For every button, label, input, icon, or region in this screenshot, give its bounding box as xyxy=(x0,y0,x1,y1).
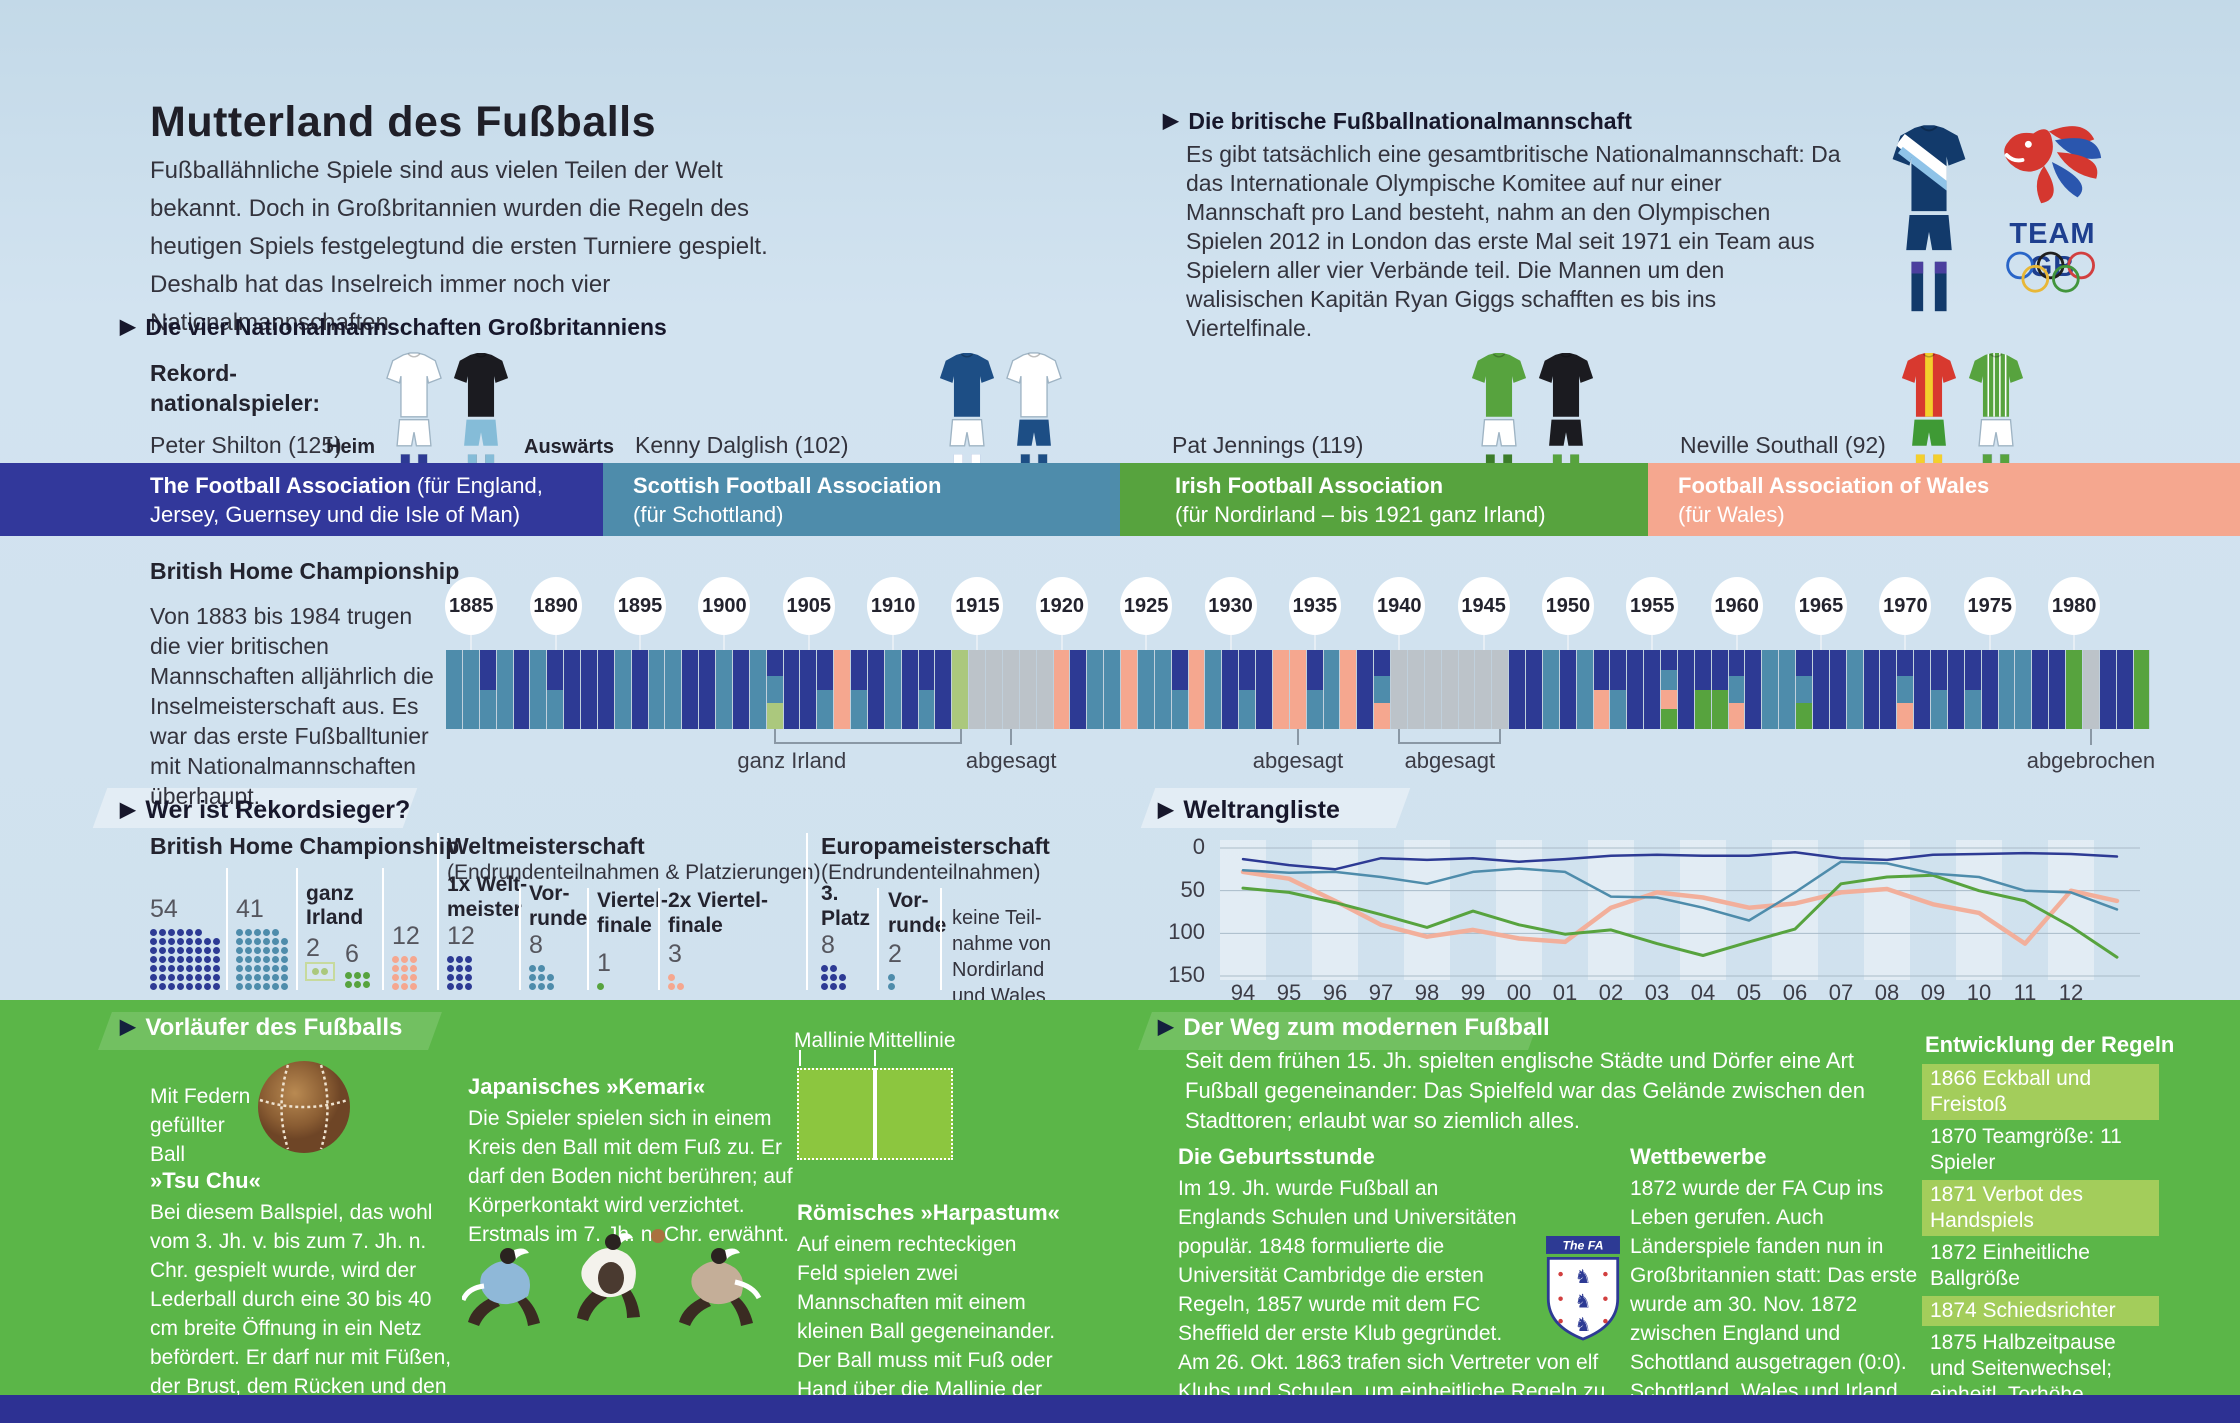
player-wales: Neville Southall (92) xyxy=(1680,432,1886,458)
footer-bar xyxy=(0,1395,2240,1423)
geburtsstunde-block: The FA ♞ ♞ ♞ Im 19. Jh. wurde Fußball an… xyxy=(1178,1174,1633,1423)
olympic-rings-icon xyxy=(2000,250,2105,303)
band-fa: The Football Association (für England, J… xyxy=(0,463,603,536)
em-subtitle: (Endrundenteilnahmen) xyxy=(821,861,1041,884)
wm-title: Weltmeisterschaft xyxy=(447,833,645,859)
intro-text: Fußballähnliche Spiele sind aus vielen T… xyxy=(150,157,768,336)
world-ranking-chart xyxy=(1220,840,2140,980)
em-title: Europameisterschaft xyxy=(821,833,1050,859)
rekord-heading: ▶ Wer ist Rekordsieger? xyxy=(120,796,411,824)
ball-caption: Mit Federn gefüllter Ball xyxy=(150,1085,251,1166)
ganz-irland-num: 2 xyxy=(306,934,320,962)
divider xyxy=(437,833,439,990)
regeln-title: Entwicklung der Regeln xyxy=(1925,1032,2175,1057)
four-teams-heading: ▶ Die vier Nationalmannschaften Großbrita… xyxy=(120,314,667,340)
regel-item: 1870 Teamgröße: 11 Spieler xyxy=(1930,1125,2122,1174)
dots-nireland xyxy=(345,972,370,988)
ni-num: 6 xyxy=(345,940,359,968)
page-title: Mutterland des Fußballs xyxy=(150,98,657,146)
teamgb-lion-icon xyxy=(1990,110,2108,217)
ranking-heading: ▶ Weltrangliste xyxy=(1158,796,1340,824)
tsuchu-text: Bei diesem Ballspiel, das wohl vom 3. Jh… xyxy=(150,1201,452,1423)
tsuchu-title: »Tsu Chu« xyxy=(150,1168,261,1193)
harpastum-text: Auf einem rechteckigen Feld spielen zwei… xyxy=(797,1233,1056,1423)
home-kit-label: Heim xyxy=(326,436,375,458)
ganz-irland-label: ganz Irland xyxy=(306,882,364,929)
wm-col-viertelfinale: Viertel- finale 1 xyxy=(597,888,668,990)
away-kit-label: Auswärts xyxy=(524,436,615,458)
divider xyxy=(382,868,384,990)
bhc-title: British Home Championship xyxy=(150,558,460,584)
regel-item: 1871 Verbot des Handspiels xyxy=(1922,1180,2159,1236)
field-tick xyxy=(799,1050,801,1066)
modern-heading: ▶ Der Weg zum modernen Fußball xyxy=(1158,1014,1550,1041)
gb-team-heading: ▶ Die britische Fußballnationalmannschaft xyxy=(1163,108,1632,134)
svg-text:♞: ♞ xyxy=(1574,1292,1591,1313)
band-ifa: Irish Football Association (für Nordirlan… xyxy=(1120,463,1648,536)
harpastum-title: Römisches »Harpastum« xyxy=(797,1200,1060,1225)
bhc-text: Von 1883 bis 1984 trugen die vier britis… xyxy=(150,603,434,809)
triangle-bullet-icon: ▶ xyxy=(120,799,136,821)
triangle-bullet-icon: ▶ xyxy=(120,1016,136,1038)
divider xyxy=(296,868,298,990)
triangle-bullet-icon: ▶ xyxy=(1158,1016,1174,1038)
band-faw: Football Association of Wales (für Wales) xyxy=(1648,463,2240,536)
band-sfa: Scottish Football Association (für Schott… xyxy=(603,463,1120,536)
geburtsstunde-title: Die Geburtsstunde xyxy=(1178,1144,1375,1169)
triangle-bullet-icon: ▶ xyxy=(1158,799,1174,821)
player-england: Peter Shilton (125) xyxy=(150,432,342,458)
kemari-text: Die Spieler spielen sich in einem Kreis … xyxy=(468,1107,793,1246)
divider xyxy=(940,888,942,990)
gb-team-text: Es gibt tatsächlich eine gesamtbritische… xyxy=(1186,141,1841,341)
associations-band: The Football Association (für England, J… xyxy=(0,463,2240,536)
history-section-background xyxy=(0,1000,2240,1395)
em-col-platz3: 3. Platz 8 xyxy=(821,882,870,990)
svg-text:♞: ♞ xyxy=(1574,1315,1591,1336)
wettbewerbe-text: 1872 wurde der FA Cup ins Leben gerufen.… xyxy=(1630,1177,1918,1423)
regel-item: 1866 Eckball und Freistoß xyxy=(1922,1064,2159,1120)
wm-col-2xviertelfinale: 2x Viertel- finale 3 xyxy=(668,888,768,990)
kemari-title: Japanisches »Kemari« xyxy=(468,1074,706,1099)
divider xyxy=(587,888,589,990)
wm-col-vorrunde: Vor- runde 8 xyxy=(529,882,587,990)
em-col-vorrunde: Vor- runde 2 xyxy=(888,888,946,990)
mallinie-label: Mallinie xyxy=(794,1029,866,1052)
wettbewerbe-title: Wettbewerbe xyxy=(1630,1144,1767,1169)
divider xyxy=(806,833,808,990)
dots-ganz-irland xyxy=(305,962,335,981)
dots-scotland: 41 xyxy=(236,870,288,990)
teamgb-kit-illustration xyxy=(1890,124,1968,324)
record-players-label: Rekord- nationalspieler: xyxy=(150,360,320,416)
regel-item: 1874 Schiedsrichter xyxy=(1922,1296,2159,1326)
em-note: keine Teil- nahme von Nordirland und Wal… xyxy=(952,907,1051,1007)
divider xyxy=(658,888,660,990)
divider xyxy=(519,888,521,990)
triangle-bullet-icon: ▶ xyxy=(1163,110,1179,132)
vorlaeufer-heading: ▶ Vorläufer des Fußballs xyxy=(120,1014,403,1041)
regeln-list: 1866 Eckball und Freistoß 1870 Teamgröße:… xyxy=(1922,1064,2159,1423)
svg-text:The FA: The FA xyxy=(1562,1238,1603,1252)
rekord-subheading: British Home Championship xyxy=(150,833,460,859)
wm-col-weltmeister: 1x Welt- meister 12 xyxy=(447,873,527,990)
harpastum-field-diagram xyxy=(797,1068,953,1160)
geburtsstunde-text: Im 19. Jh. wurde Fußball an Englands Sch… xyxy=(1178,1177,1606,1423)
player-nireland: Pat Jennings (119) xyxy=(1172,432,1364,458)
svg-text:♞: ♞ xyxy=(1574,1267,1591,1288)
field-tick xyxy=(874,1050,876,1066)
modern-text: Seit dem frühen 15. Jh. spielten englisc… xyxy=(1185,1048,1865,1133)
timeline-strip xyxy=(446,650,2151,729)
wm-subtitle: (Endrundenteilnahmen & Platzierungen) xyxy=(447,861,821,884)
dots-wales: 12 xyxy=(392,870,420,990)
divider xyxy=(226,868,228,990)
feather-ball-illustration xyxy=(255,1058,353,1161)
divider xyxy=(877,888,879,990)
triangle-bullet-icon: ▶ xyxy=(120,316,136,338)
mittellinie-label: Mittellinie xyxy=(868,1029,956,1052)
regel-item: 1872 Einheitliche Ballgröße xyxy=(1930,1241,2090,1290)
dots-england: 54 xyxy=(150,870,220,990)
player-scotland: Kenny Dalglish (102) xyxy=(635,432,849,458)
kemari-players-illustration xyxy=(460,1222,772,1355)
fa-crest-icon: The FA ♞ ♞ ♞ xyxy=(1533,1236,1633,1348)
